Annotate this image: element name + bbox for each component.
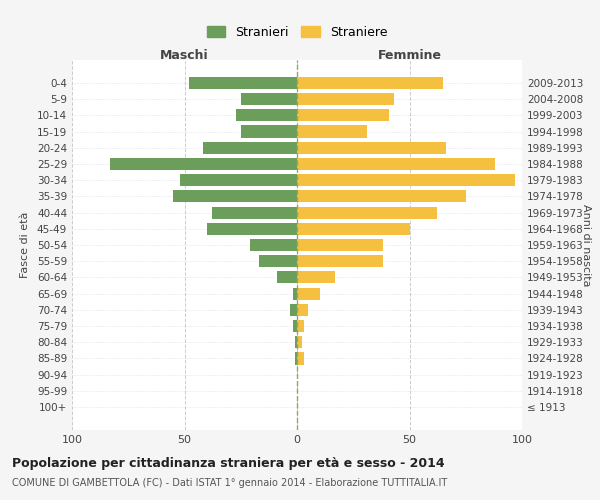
Bar bbox=[293, 288, 297, 300]
Bar bbox=[277, 272, 297, 283]
Bar bbox=[241, 93, 297, 105]
Bar bbox=[203, 142, 297, 154]
Bar bbox=[189, 77, 297, 89]
Bar bbox=[297, 158, 495, 170]
Y-axis label: Fasce di età: Fasce di età bbox=[20, 212, 30, 278]
Y-axis label: Anni di nascita: Anni di nascita bbox=[581, 204, 590, 286]
Bar bbox=[297, 126, 367, 138]
Bar bbox=[297, 255, 383, 268]
Bar bbox=[295, 336, 297, 348]
Text: Femmine: Femmine bbox=[377, 49, 442, 62]
Text: Maschi: Maschi bbox=[160, 49, 209, 62]
Bar bbox=[212, 206, 297, 218]
Bar bbox=[295, 352, 297, 364]
Bar bbox=[297, 142, 445, 154]
Bar bbox=[297, 336, 302, 348]
Bar bbox=[180, 174, 297, 186]
Bar bbox=[173, 190, 297, 202]
Bar bbox=[297, 206, 437, 218]
Legend: Stranieri, Straniere: Stranieri, Straniere bbox=[203, 22, 391, 42]
Text: Popolazione per cittadinanza straniera per età e sesso - 2014: Popolazione per cittadinanza straniera p… bbox=[12, 458, 445, 470]
Bar bbox=[297, 93, 394, 105]
Bar bbox=[297, 190, 466, 202]
Bar bbox=[297, 272, 335, 283]
Bar bbox=[241, 126, 297, 138]
Bar bbox=[297, 288, 320, 300]
Bar bbox=[236, 109, 297, 122]
Bar bbox=[297, 109, 389, 122]
Bar bbox=[110, 158, 297, 170]
Bar bbox=[297, 174, 515, 186]
Bar bbox=[290, 304, 297, 316]
Bar bbox=[297, 77, 443, 89]
Bar bbox=[297, 304, 308, 316]
Bar bbox=[259, 255, 297, 268]
Bar bbox=[297, 320, 304, 332]
Bar bbox=[297, 239, 383, 251]
Bar bbox=[207, 222, 297, 235]
Bar bbox=[293, 320, 297, 332]
Bar bbox=[297, 222, 409, 235]
Text: COMUNE DI GAMBETTOLA (FC) - Dati ISTAT 1° gennaio 2014 - Elaborazione TUTTITALIA: COMUNE DI GAMBETTOLA (FC) - Dati ISTAT 1… bbox=[12, 478, 447, 488]
Bar bbox=[297, 352, 304, 364]
Bar bbox=[250, 239, 297, 251]
